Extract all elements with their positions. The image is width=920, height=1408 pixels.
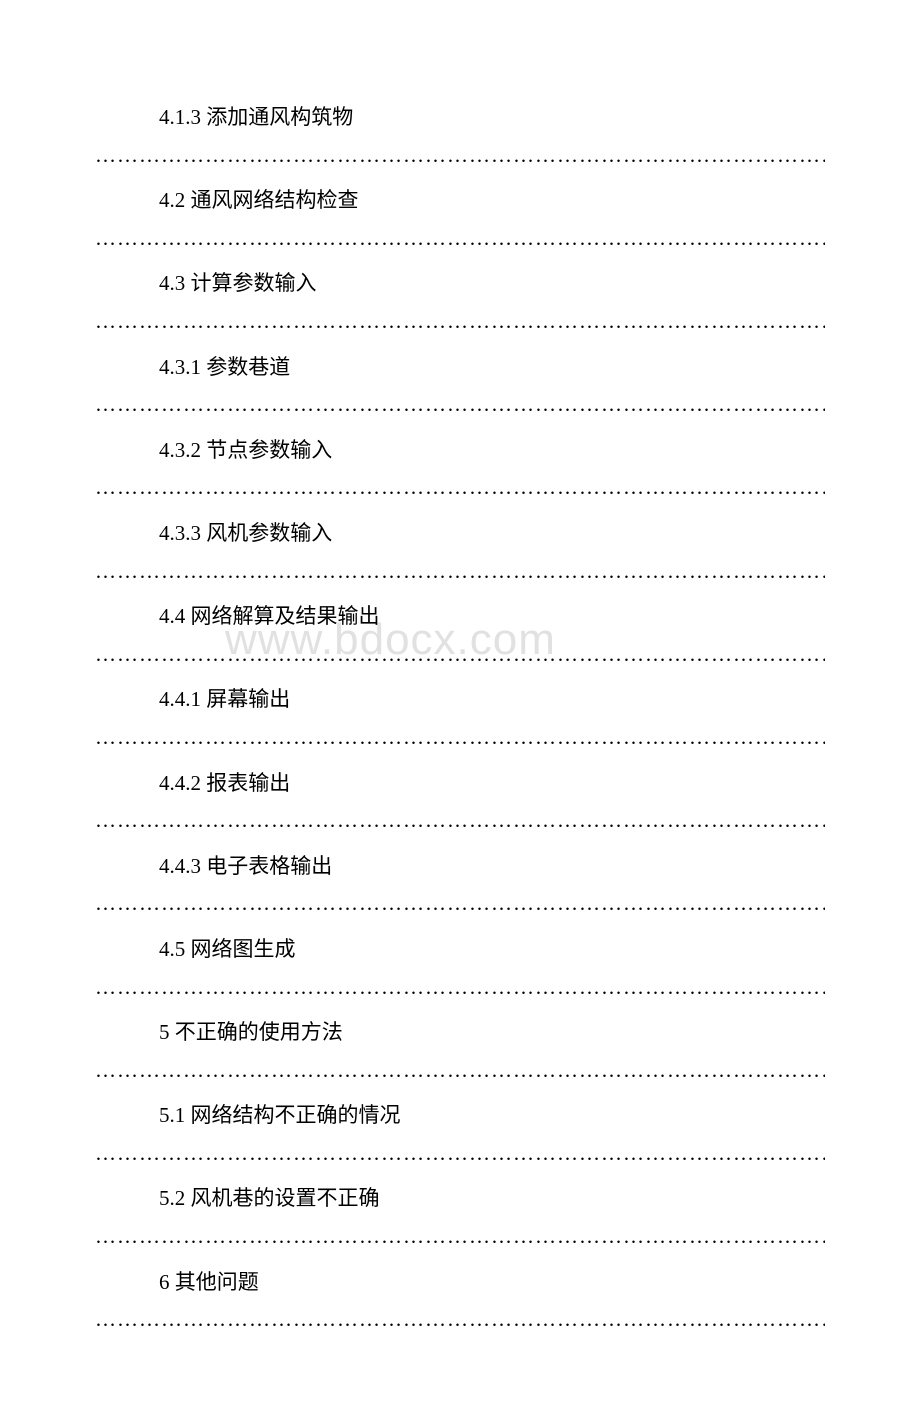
toc-entry: 4.3.1 参数巷道………………………………………………………………………………… [95, 350, 825, 427]
toc-entry: 4.3.3 风机参数输入 …………………………………………………………………………… [95, 516, 825, 593]
toc-entry-text: 其他问题 [170, 1270, 259, 1294]
toc-dots: …………………………………………………………………………………………………………… [95, 808, 825, 832]
toc-entry-number: 4.1.3 [159, 105, 201, 129]
toc-entry-text: 添加通风构筑物 [201, 105, 353, 129]
toc-entry: 5 不正确的使用方法 ………………………………………………………………………………… [95, 1015, 825, 1092]
toc-entry-title: 4.1.3 添加通风构筑物 [95, 100, 825, 140]
toc-entry-number: 4.4 [159, 604, 185, 628]
toc-entry: 5.2 风机巷的设置不正确 ………………………………………………………………………… [95, 1181, 825, 1258]
toc-entry-title: 4.3.2 节点参数输入 [95, 433, 825, 473]
toc-entry-title: 4.3.1 参数巷道 [95, 350, 825, 390]
toc-leader-line: …………………………………………………………………………………………………………… [95, 1304, 825, 1342]
toc-entry: 4.4 网络解算及结果输出 ………………………………………………………………………… [95, 599, 825, 676]
document-page: 4.1.3 添加通风构筑物 ………………………………………………………………………… [0, 0, 920, 1408]
toc-dots: …………………………………………………………………………………………………………… [95, 475, 825, 499]
toc-leader-line: …………………………………………………………………………………………………………… [95, 639, 825, 677]
toc-leader-line: …………………………………………………………………………………………………………… [95, 472, 825, 510]
toc-entry: 4.2 通风网络结构检查 …………………………………………………………………………… [95, 183, 825, 260]
toc-dots: …………………………………………………………………………………………………………… [95, 1224, 825, 1248]
toc-entry: 4.4.3 电子表格输出…………………………………………………………………………… [95, 849, 825, 926]
toc-dots: …………………………………………………………………………………………………………… [95, 642, 825, 666]
toc-dots: …………………………………………………………………………………………………………… [95, 1307, 825, 1331]
toc-dots: …………………………………………………………………………………………………………… [95, 891, 825, 915]
toc-dots: …………………………………………………………………………………………………………… [95, 1058, 825, 1082]
toc-entry-title: 4.4.1 屏幕输出 [95, 682, 825, 722]
toc-entry-text: 参数巷道 [201, 355, 290, 379]
toc-entry-title: 4.4 网络解算及结果输出 [95, 599, 825, 639]
toc-entry-text: 网络结构不正确的情况 [185, 1103, 400, 1127]
toc-entry: 4.3.2 节点参数输入…………………………………………………………………………… [95, 433, 825, 510]
toc-entry: 6 其他问题…………………………………………………………………………………………… [95, 1265, 825, 1342]
toc-entry: 4.4.2 报表输出………………………………………………………………………………… [95, 766, 825, 843]
toc-dots: …………………………………………………………………………………………………………… [95, 309, 825, 333]
toc-entry-title: 4.4.3 电子表格输出 [95, 849, 825, 889]
toc-entry-text: 通风网络结构检查 [185, 188, 358, 212]
toc-entry-text: 网络解算及结果输出 [185, 604, 379, 628]
toc-entry-title: 5.2 风机巷的设置不正确 [95, 1181, 825, 1221]
toc-leader-line: …………………………………………………………………………………………………………… [95, 306, 825, 344]
toc-entry-title: 4.4.2 报表输出 [95, 766, 825, 806]
toc-entry-text: 网络图生成 [185, 937, 295, 961]
toc-entry: 4.4.1 屏幕输出 ………………………………………………………………………………… [95, 682, 825, 759]
toc-dots: …………………………………………………………………………………………………………… [95, 1141, 825, 1165]
toc-entry-text: 屏幕输出 [201, 687, 290, 711]
toc-entry-number: 4.3.2 [159, 438, 201, 462]
toc-entry-number: 4.3.3 [159, 521, 201, 545]
toc-leader-line: …………………………………………………………………………………………………………… [95, 888, 825, 926]
toc-entry-number: 4.2 [159, 188, 185, 212]
toc-leader-line: …………………………………………………………………………………………………………… [95, 389, 825, 427]
toc-entry-number: 6 [159, 1270, 170, 1294]
toc-entry-text: 节点参数输入 [201, 438, 332, 462]
toc-leader-line: …………………………………………………………………………………………………………… [95, 223, 825, 261]
toc-entry-number: 4.3.1 [159, 355, 201, 379]
toc-leader-line: …………………………………………………………………………………………………………… [95, 1221, 825, 1259]
toc-dots: …………………………………………………………………………………………………………… [95, 143, 825, 167]
toc-entry-number: 4.4.2 [159, 771, 201, 795]
toc-entry-number: 5.2 [159, 1186, 185, 1210]
toc-entry-text: 电子表格输出 [201, 854, 332, 878]
toc-entry-number: 5.1 [159, 1103, 185, 1127]
toc-leader-line: …………………………………………………………………………………………………………… [95, 556, 825, 594]
toc-dots: …………………………………………………………………………………………………………… [95, 226, 825, 250]
toc-entry-text: 不正确的使用方法 [170, 1020, 343, 1044]
toc-entry-text: 计算参数输入 [185, 271, 316, 295]
toc-dots: …………………………………………………………………………………………………………… [95, 725, 825, 749]
toc-entry-title: 4.5 网络图生成 [95, 932, 825, 972]
toc-dots: …………………………………………………………………………………………………………… [95, 975, 825, 999]
toc-content: 4.1.3 添加通风构筑物 ………………………………………………………………………… [95, 100, 825, 1342]
toc-entry: 4.5 网络图生成 …………………………………………………………………………………… [95, 932, 825, 1009]
toc-entry-number: 4.4.3 [159, 854, 201, 878]
toc-entry: 5.1 网络结构不正确的情况 ……………………………………………………………………… [95, 1098, 825, 1175]
toc-entry-text: 报表输出 [201, 771, 290, 795]
toc-entry-number: 4.3 [159, 271, 185, 295]
toc-entry-title: 4.2 通风网络结构检查 [95, 183, 825, 223]
toc-dots: …………………………………………………………………………………………………………… [95, 392, 825, 416]
toc-dots: …………………………………………………………………………………………………………… [95, 559, 825, 583]
toc-leader-line: …………………………………………………………………………………………………………… [95, 1055, 825, 1093]
toc-entry-text: 风机参数输入 [201, 521, 332, 545]
toc-entry-title: 5 不正确的使用方法 [95, 1015, 825, 1055]
toc-entry-title: 5.1 网络结构不正确的情况 [95, 1098, 825, 1138]
toc-entry-number: 5 [159, 1020, 170, 1044]
toc-entry-title: 4.3.3 风机参数输入 [95, 516, 825, 556]
toc-entry-number: 4.4.1 [159, 687, 201, 711]
toc-leader-line: …………………………………………………………………………………………………………… [95, 972, 825, 1010]
toc-entry: 4.3 计算参数输入 ………………………………………………………………………………… [95, 266, 825, 343]
toc-entry-title: 6 其他问题 [95, 1265, 825, 1305]
toc-leader-line: …………………………………………………………………………………………………………… [95, 722, 825, 760]
toc-leader-line: …………………………………………………………………………………………………………… [95, 140, 825, 178]
toc-entry-number: 4.5 [159, 937, 185, 961]
toc-entry-title: 4.3 计算参数输入 [95, 266, 825, 306]
toc-leader-line: …………………………………………………………………………………………………………… [95, 805, 825, 843]
toc-entry: 4.1.3 添加通风构筑物 ………………………………………………………………………… [95, 100, 825, 177]
toc-entry-text: 风机巷的设置不正确 [185, 1186, 379, 1210]
toc-leader-line: …………………………………………………………………………………………………………… [95, 1138, 825, 1176]
